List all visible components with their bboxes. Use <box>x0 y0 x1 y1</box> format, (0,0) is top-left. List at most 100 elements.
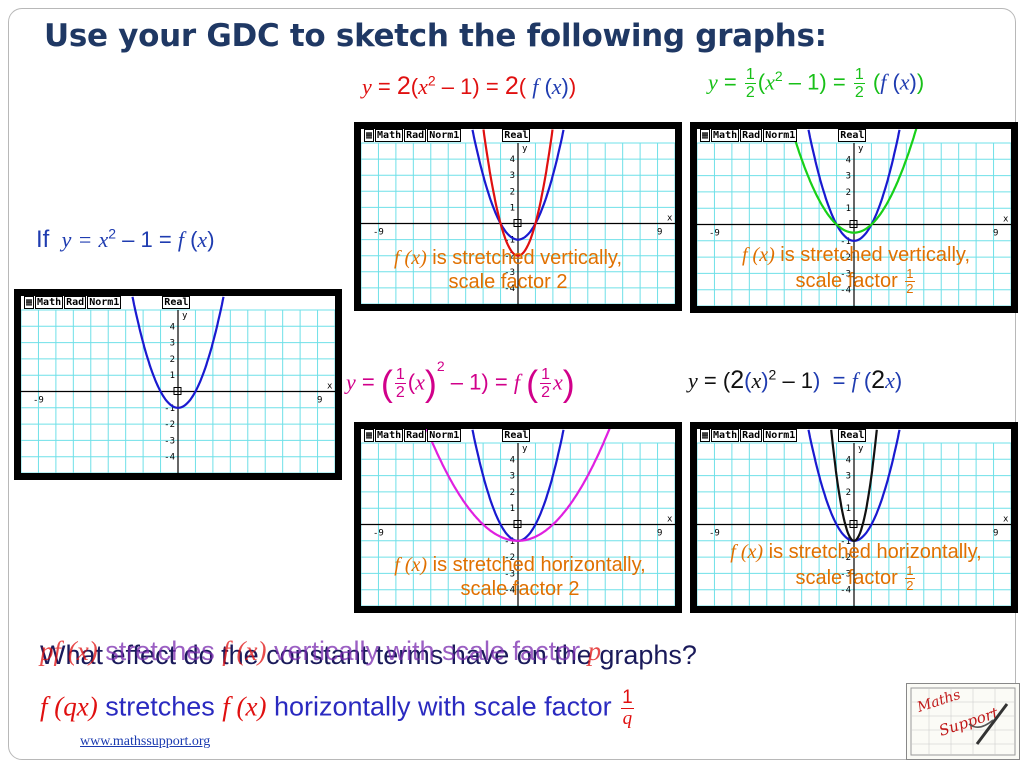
status-tag: Real <box>838 129 867 142</box>
tick-label: 2 <box>510 488 515 498</box>
calculator-screen-base: -9 9 x y 4 3 2 1 -1 -2 -3 -4 ▦ Math Rad Norm1 Real <box>14 289 342 480</box>
tick-label: y <box>182 311 188 321</box>
status-tag: Norm1 <box>763 429 798 442</box>
tick-label: -1 <box>840 237 851 247</box>
cursor-marker <box>173 387 182 395</box>
tick-label: 4 <box>170 322 175 332</box>
caption-horizontal-half: f (x) is stretched horizontally, scale f… <box>394 554 646 600</box>
status-tag: Real <box>162 296 191 309</box>
page-title: Use your GDC to sketch the following gra… <box>44 18 827 54</box>
tick-label: x <box>667 515 673 525</box>
function-curve <box>807 129 901 242</box>
status-tag: Rad <box>404 129 427 142</box>
tick-label: 3 <box>170 339 175 349</box>
tick-label: 9 <box>657 228 662 238</box>
tick-label: 9 <box>993 229 998 239</box>
caption-horizontal-2: f (x) is stretched horizontally, scale f… <box>730 541 982 593</box>
status-tag: Rad <box>64 296 87 309</box>
cursor-marker <box>849 520 858 528</box>
status-tag: Math <box>711 429 740 442</box>
tick-label: -4 <box>504 284 515 294</box>
tick-label: 4 <box>846 155 851 165</box>
status-tag: Norm1 <box>427 429 462 442</box>
calculator-status-bar: ▦ Math Rad Norm1 Real <box>364 429 531 442</box>
tick-label: 3 <box>846 472 851 482</box>
tick-label: -1 <box>504 236 515 246</box>
logo-graphic: Maths Support <box>910 687 1016 756</box>
function-curve <box>471 129 565 241</box>
status-tag: Rad <box>740 429 763 442</box>
tick-label: -1 <box>164 404 175 414</box>
cursor-marker <box>849 220 858 228</box>
function-curve <box>425 429 611 542</box>
base-equation: If y = x2 – 1 = f (x) <box>36 225 215 253</box>
calculator-screen-horizontal-2: -9 9 x y 4 3 2 1 -1 -2 -3 -4 ▦ Math Rad Norm1 Real <box>690 422 1018 613</box>
calculator-status-bar: ▦ Math Rad Norm1 Real <box>700 129 867 142</box>
tick-label: -4 <box>164 453 175 463</box>
tick-label: y <box>522 444 528 454</box>
tick-label: 2 <box>846 488 851 498</box>
tick-label: 1 <box>846 504 851 514</box>
function-curve <box>830 429 878 542</box>
calculator-status-bar: ▦ Math Rad Norm1 Real <box>700 429 867 442</box>
status-tag: Real <box>502 129 531 142</box>
maths-support-logo: Maths Support <box>906 683 1020 760</box>
tick-label: y <box>522 144 528 154</box>
tick-label: -3 <box>840 569 851 579</box>
status-tag: Norm1 <box>763 129 798 142</box>
status-tag: Math <box>375 429 404 442</box>
graph-horizontal-2: -9 9x y4 3 2 1 -1 -2 -3 -4 <box>697 429 1011 606</box>
tick-label: -4 <box>840 586 851 596</box>
tick-label: x <box>327 382 333 392</box>
tick-label: 2 <box>170 355 175 365</box>
cursor-marker <box>513 520 522 528</box>
tick-label: x <box>1003 215 1009 225</box>
function-curve <box>131 296 225 409</box>
tick-label: 1 <box>510 203 515 213</box>
calculator-screen-vertical-half: -9 9 x y 4 3 2 1 -1 -2 -3 -4 ▦ Math Rad Norm1 Real <box>690 122 1018 313</box>
tick-label: y <box>858 144 864 154</box>
tick-label: -2 <box>504 252 515 262</box>
tick-label: 4 <box>510 155 515 165</box>
graph-vertical-half: -9 9x y4 3 2 1 -1 -2 -3 -4 <box>697 129 1011 306</box>
tick-label: 2 <box>846 188 851 198</box>
tick-label: -2 <box>164 420 175 430</box>
question-text: What effect do the constant terms have o… <box>40 640 697 670</box>
status-tag: Math <box>35 296 64 309</box>
status-tag: Norm1 <box>427 129 462 142</box>
tick-label: -3 <box>164 436 175 446</box>
tick-label: 9 <box>993 529 998 539</box>
status-tag: Norm1 <box>87 296 122 309</box>
tick-label: -1 <box>840 537 851 547</box>
calculator-screen-vertical-2: -9 9 x y 4 3 2 1 -1 -2 -3 -4 ▦ Math Rad Norm1 Real <box>354 122 682 311</box>
tick-label: -4 <box>840 286 851 296</box>
function-curve <box>790 129 918 234</box>
tick-label: 3 <box>510 472 515 482</box>
status-tag: Real <box>838 429 867 442</box>
rule-vertical-stretch: pf (x) stretches f (x) vertically with s… <box>40 636 602 666</box>
tick-label: -1 <box>504 537 515 547</box>
tick-label: 1 <box>170 371 175 381</box>
tick-label: -2 <box>504 553 515 563</box>
function-curve <box>482 129 554 257</box>
tick-label: 4 <box>510 455 515 465</box>
tick-label: x <box>1003 515 1009 525</box>
tick-label: 9 <box>657 529 662 539</box>
tick-label: -3 <box>504 268 515 278</box>
footer-link[interactable]: www.mathssupport.org <box>80 734 211 749</box>
graph-horizontal-half: -9 9x y4 3 2 1 -1 -2 -3 -4 <box>361 429 675 606</box>
tick-label: 1 <box>846 204 851 214</box>
status-tag: Real <box>502 429 531 442</box>
status-tag: Rad <box>740 129 763 142</box>
tick-label: -2 <box>840 553 851 563</box>
tick-label: 1 <box>510 504 515 514</box>
calculator-status-bar: ▦ Math Rad Norm1 Real <box>364 129 531 142</box>
graph-base: -9 9x y4 3 2 1 -1 -2 -3 -4 <box>21 296 335 473</box>
cursor-marker <box>513 219 522 227</box>
tick-label: 3 <box>846 172 851 182</box>
tick-label: -3 <box>840 269 851 279</box>
